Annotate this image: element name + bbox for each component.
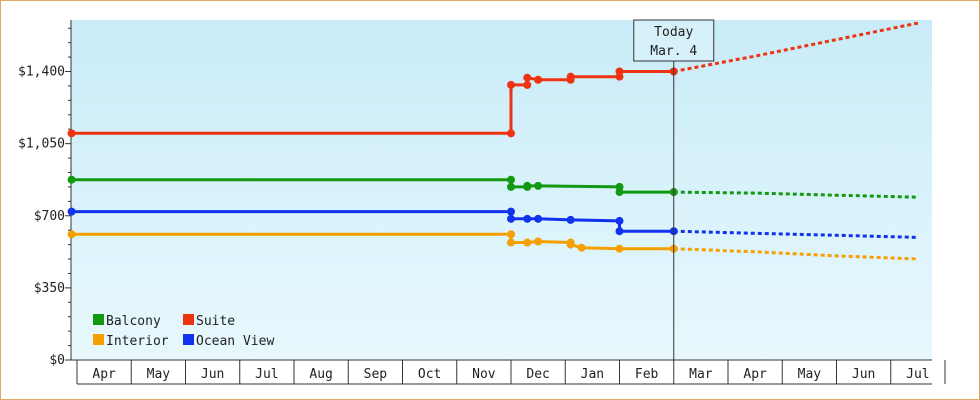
data-point-suite: [67, 129, 76, 138]
data-point-balcony: [615, 188, 624, 197]
series-layer: [67, 21, 919, 261]
x-tick-label: Dec: [526, 367, 549, 382]
data-point-balcony: [67, 175, 76, 184]
data-point-ocean-view: [523, 214, 532, 223]
legend-label-interior: Interior: [106, 334, 169, 349]
x-tick-label: Aug: [309, 367, 332, 382]
x-tick-label: Jul: [255, 367, 278, 382]
series-projection-balcony: [673, 190, 918, 199]
data-point-interior: [523, 238, 532, 247]
data-point-balcony: [534, 181, 543, 190]
data-point-suite: [566, 72, 575, 81]
y-tick-label: $350: [34, 281, 65, 296]
x-tick-label: Jul: [906, 367, 929, 382]
x-tick-label: Oct: [418, 367, 441, 382]
data-point-suite: [534, 75, 543, 84]
data-point-interior: [577, 243, 586, 252]
y-tick-label: $1,050: [18, 137, 65, 152]
today-marker: Today Mar. 4: [633, 19, 715, 360]
data-point-interior: [566, 240, 575, 249]
y-tick-label: $0: [49, 353, 65, 368]
x-tick-label: Sep: [364, 367, 388, 382]
x-tick-label: Jan: [581, 367, 604, 382]
data-point-interior: [507, 238, 515, 247]
legend-swatch-balcony: [93, 314, 104, 325]
data-point-interior: [67, 230, 76, 239]
x-tick-label: May: [147, 367, 171, 382]
data-point-ocean-view: [67, 207, 76, 216]
data-point-ocean-view: [615, 227, 624, 236]
x-tick-label: Apr: [92, 367, 116, 382]
y-axis: $0 $350 $700 $1,050 $1,400: [18, 20, 72, 368]
data-point-suite: [523, 80, 532, 89]
today-label-line1: Today: [654, 25, 693, 40]
x-tick-label: Mar: [689, 367, 713, 382]
data-point-ocean-view: [507, 207, 515, 216]
legend-swatch-ocean-view: [183, 334, 194, 345]
x-tick-label: Jun: [852, 367, 875, 382]
data-point-interior: [507, 230, 515, 239]
x-tick-label: May: [798, 367, 822, 382]
plot-background: [71, 20, 932, 360]
series-line-interior: [71, 232, 674, 251]
data-point-balcony: [507, 175, 515, 184]
x-tick-label: Nov: [472, 367, 496, 382]
y-tick-label: $700: [34, 209, 65, 224]
data-point-balcony: [523, 181, 532, 190]
data-point-ocean-view: [507, 214, 515, 223]
data-point-balcony: [507, 182, 515, 191]
legend-swatch-interior: [93, 334, 104, 345]
legend-label-suite: Suite: [196, 314, 235, 329]
x-tick-label: Jun: [201, 367, 224, 382]
legend-label-balcony: Balcony: [106, 314, 161, 329]
data-point-ocean-view: [566, 215, 575, 224]
series-projection-interior: [673, 247, 918, 261]
data-point-ocean-view: [615, 216, 624, 225]
x-tick-label: Apr: [743, 367, 767, 382]
y-tick-label: $1,400: [18, 65, 65, 80]
data-point-suite: [507, 129, 515, 138]
legend: Balcony Suite Interior Ocean View: [93, 314, 274, 349]
today-label-line2: Mar. 4: [650, 44, 697, 59]
data-point-interior: [615, 244, 624, 253]
x-axis: Apr May Jun Jul Aug Sep Oct Nov Dec Jan Feb Mar Apr M…: [71, 359, 946, 385]
legend-swatch-suite: [183, 314, 194, 325]
legend-label-ocean-view: Ocean View: [196, 334, 274, 349]
data-point-interior: [534, 237, 543, 246]
series-projection-ocean-view: [673, 229, 918, 239]
today-label-box: [633, 19, 715, 62]
data-point-suite: [507, 80, 515, 89]
x-tick-label: Feb: [635, 367, 659, 382]
data-point-suite: [615, 67, 624, 76]
data-point-suite: [523, 73, 532, 82]
data-point-ocean-view: [534, 214, 543, 223]
